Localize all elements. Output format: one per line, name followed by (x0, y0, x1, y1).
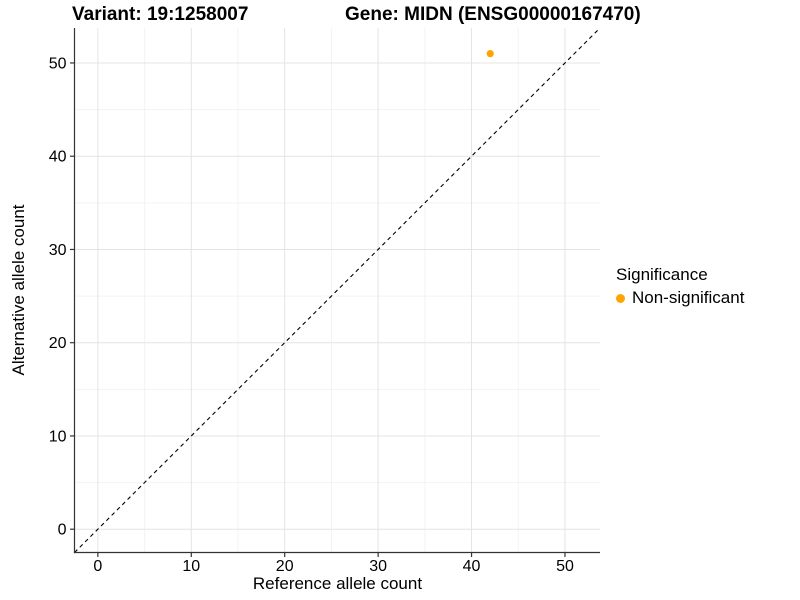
y-tick-label: 50 (49, 55, 67, 72)
x-tick-label: 40 (463, 558, 481, 575)
legend-point-icon (616, 293, 625, 303)
y-tick-label: 20 (49, 335, 67, 352)
x-tick-label: 0 (93, 558, 102, 575)
grid-minor-layer (74, 28, 600, 553)
tick-labels-layer: 0 10 20 30 40 50 0 10 20 30 40 50 (49, 55, 574, 575)
y-axis-title: Alternative allele count (9, 204, 28, 376)
axes-layer (70, 28, 600, 557)
series-layer (74, 27, 601, 553)
legend-title: Significance (616, 265, 708, 284)
data-point (486, 50, 494, 58)
y-tick-label: 10 (49, 428, 67, 445)
x-tick-label: 30 (369, 558, 387, 575)
legend-item-label: Non-significant (632, 288, 745, 307)
x-tick-label: 20 (276, 558, 294, 575)
plot-title-variant: Variant: 19:1258007 (72, 4, 249, 25)
identity-line (74, 27, 601, 553)
x-axis-title: Reference allele count (252, 574, 423, 593)
y-tick-label: 40 (49, 149, 67, 166)
x-tick-label: 10 (182, 558, 200, 575)
grid-major-layer (74, 28, 600, 553)
y-tick-label: 30 (49, 242, 67, 259)
x-tick-label: 50 (556, 558, 574, 575)
legend: Significance Non-significant (616, 265, 744, 308)
y-tick-label: 0 (58, 522, 67, 539)
legend-item: Non-significant (616, 288, 744, 308)
plot-title-gene: Gene: MIDN (ENSG00000167470) (345, 4, 641, 25)
